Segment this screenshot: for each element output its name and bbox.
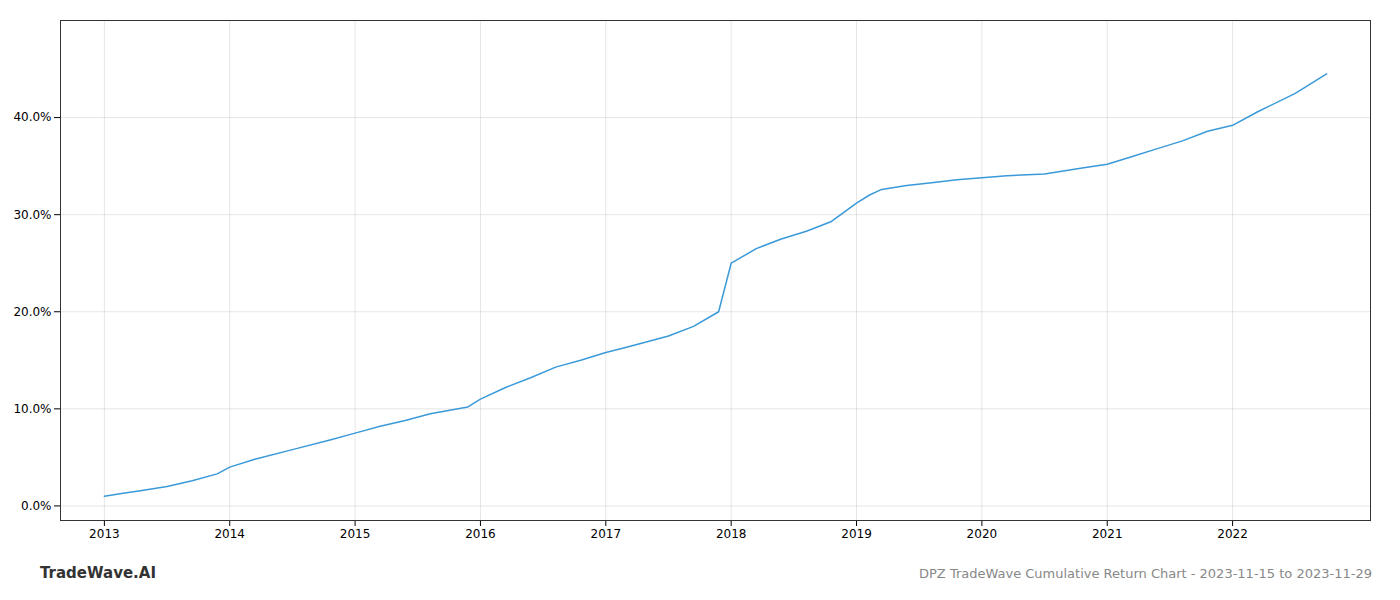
svg-text:2018: 2018 bbox=[716, 527, 747, 541]
svg-text:2015: 2015 bbox=[340, 527, 371, 541]
svg-text:2017: 2017 bbox=[591, 527, 622, 541]
svg-text:2016: 2016 bbox=[465, 527, 496, 541]
html-text:DPZ TradeWave Cumulative Retur: DPZ TradeWave Cumulative Return Chart - … bbox=[919, 566, 1372, 581]
svg-text:2021: 2021 bbox=[1092, 527, 1123, 541]
svg-text:10.0%: 10.0% bbox=[13, 402, 51, 416]
svg-text:30.0%: 30.0% bbox=[13, 208, 51, 222]
html-text:TradeWave.AI: TradeWave.AI bbox=[40, 564, 156, 582]
svg-text:0.0%: 0.0% bbox=[21, 499, 52, 513]
svg-text:2013: 2013 bbox=[89, 527, 120, 541]
svg-text:2022: 2022 bbox=[1217, 527, 1248, 541]
svg-text:40.0%: 40.0% bbox=[13, 110, 51, 124]
svg-text:2014: 2014 bbox=[214, 527, 245, 541]
svg-text:2019: 2019 bbox=[841, 527, 872, 541]
svg-text:2020: 2020 bbox=[967, 527, 998, 541]
svg-text:20.0%: 20.0% bbox=[13, 305, 51, 319]
